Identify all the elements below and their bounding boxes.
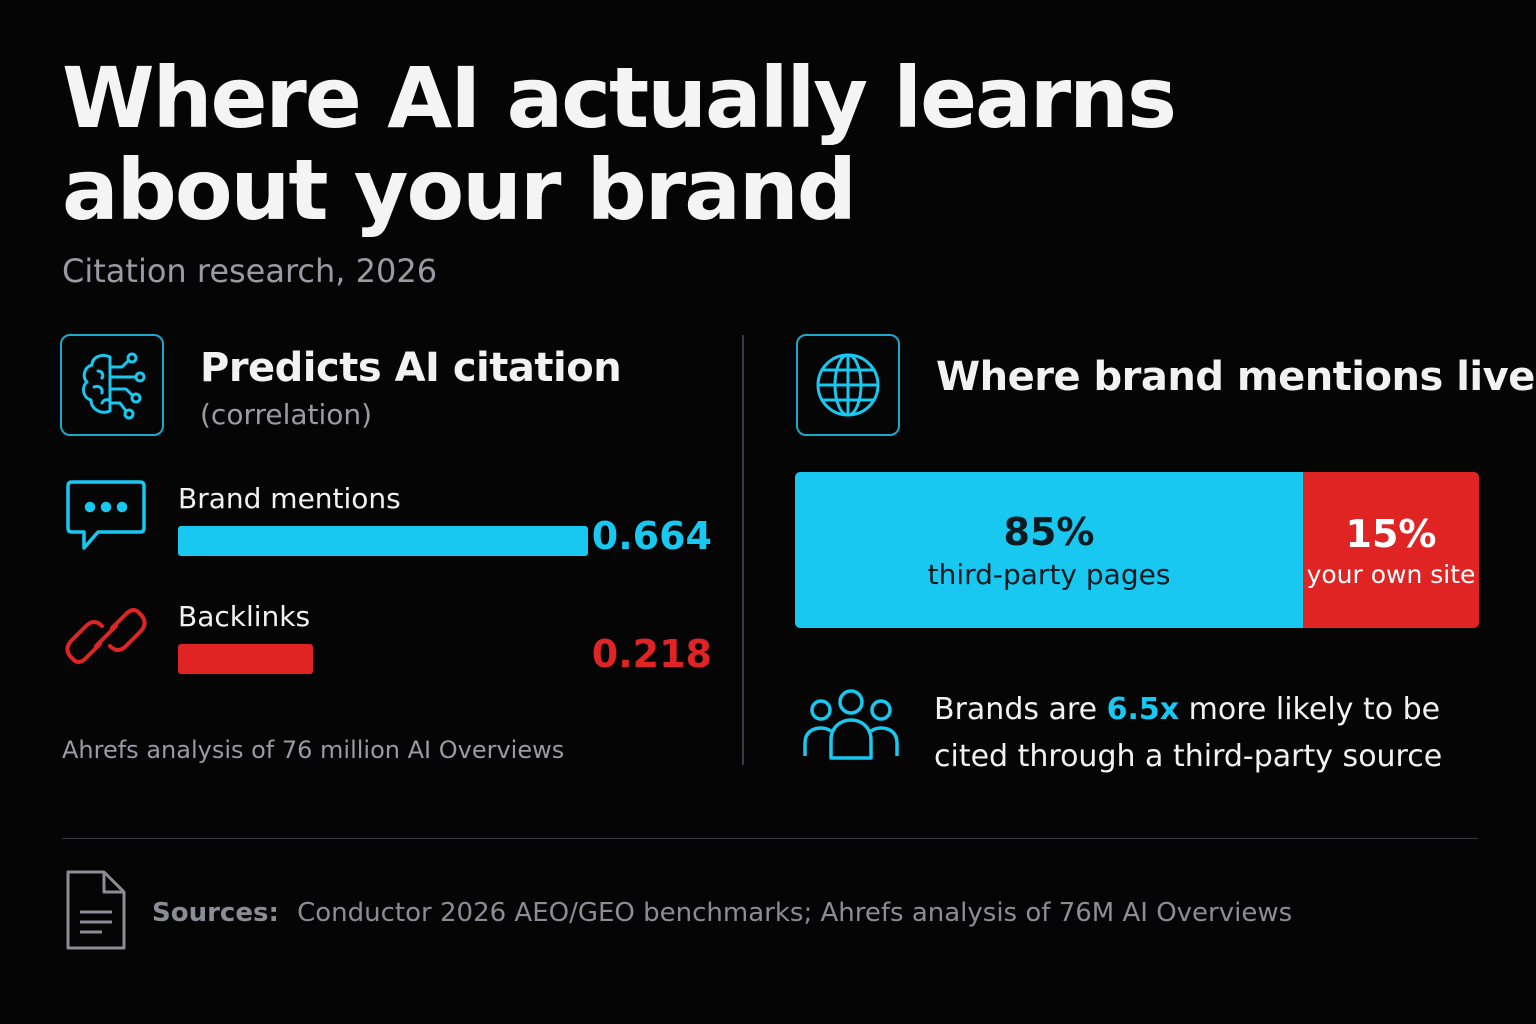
stat-prefix: Brands are [934,692,1098,727]
bar-label: Backlinks [178,600,311,633]
page-title: Where AI actually learns about your bran… [62,52,1262,236]
bar-value-label: 0.218 [591,632,712,676]
brain-circuit-icon [60,334,164,436]
stat-highlight: 6.5x [1106,692,1180,727]
title-line-2: about your brand [62,141,857,239]
bar [178,526,588,556]
segment-value-label: 85% [1003,509,1095,554]
segment-own-site: 15% your own site [1303,472,1479,628]
chat-bubble-icon [64,478,148,559]
sources-line: Sources: Conductor 2026 AEO/GEO benchmar… [152,898,1292,928]
users-group-icon [800,686,902,767]
globe-icon [796,334,900,436]
segment-category-label: third-party pages [927,557,1171,591]
bar-value-label: 0.664 [591,514,712,558]
stat-suffix: more likely to be [1188,692,1441,727]
bar-label: Brand mentions [178,482,401,515]
left-panel-note: Ahrefs analysis of 76 million AI Overvie… [62,736,565,764]
bar-fill [178,644,313,674]
stat-line-2: cited through a third-party source [934,739,1443,774]
left-panel-subheading: (correlation) [200,398,373,431]
title-line-1: Where AI actually learns [62,49,1177,147]
right-panel-heading: Where brand mentions live [936,354,1535,400]
segment-value-label: 15% [1345,511,1437,556]
document-icon [64,868,128,957]
sources-text: Conductor 2026 AEO/GEO benchmarks; Ahref… [297,898,1293,928]
sources-label: Sources: [152,898,279,928]
segment-third-party: 85% third-party pages [795,472,1303,628]
bar [178,644,313,674]
page-subtitle: Citation research, 2026 [62,252,438,290]
bar-fill [178,526,588,556]
horizontal-divider [62,838,1478,839]
left-panel-heading: Predicts AI citation [200,345,622,391]
vertical-divider [742,335,744,765]
mentions-split-bar: 85% third-party pages 15% your own site [795,472,1479,628]
third-party-stat: Brands are 6.5x more likely to be cited … [934,686,1474,780]
segment-category-label: your own site [1306,559,1476,589]
link-icon [64,594,148,683]
